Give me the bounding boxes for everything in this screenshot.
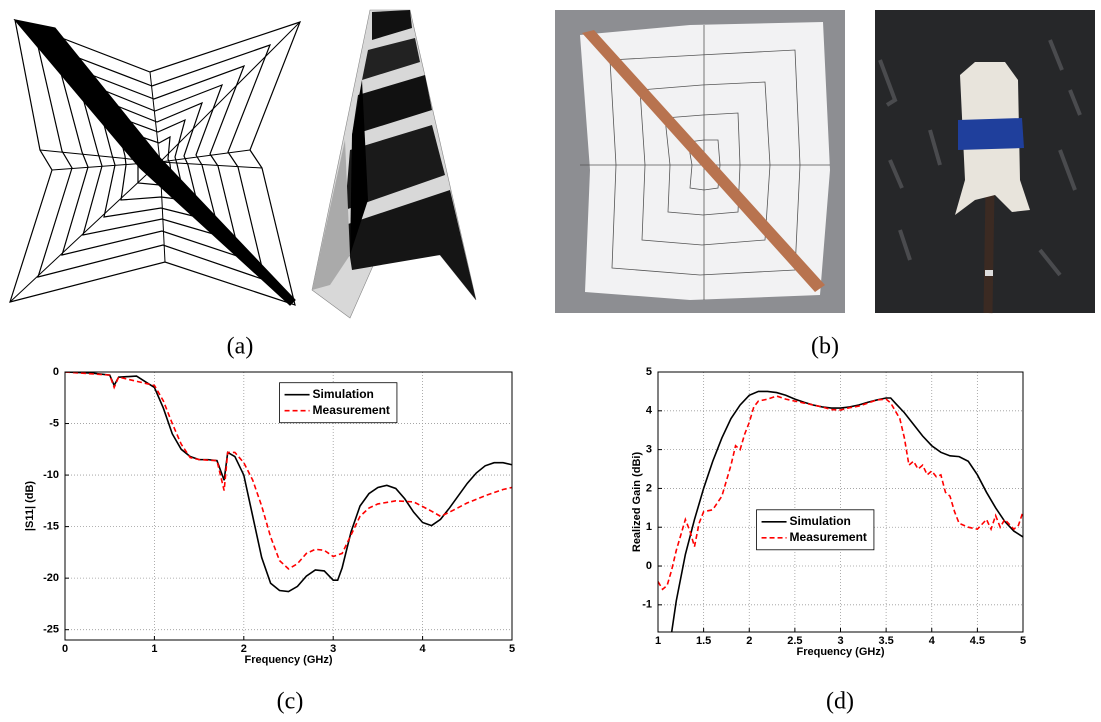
x-tick-label: 4	[929, 635, 936, 647]
legend-label: Simulation	[313, 387, 374, 401]
panel-label: (a)	[227, 334, 254, 360]
x-axis-label: Frequency (GHz)	[244, 654, 332, 666]
y-tick-label: 5	[646, 366, 652, 378]
y-tick-label: -20	[43, 572, 59, 584]
y-tick-label: 2	[646, 482, 652, 494]
y-tick-label: 0	[646, 560, 652, 572]
y-tick-label: -25	[43, 624, 59, 636]
x-tick-label: 2	[746, 635, 752, 647]
panel-label: (d)	[826, 689, 854, 715]
y-tick-label: 3	[646, 444, 652, 456]
y-tick-label: 4	[646, 405, 653, 417]
legend-label: Measurement	[790, 530, 867, 544]
panel-label: (b)	[811, 334, 839, 360]
x-tick-label: 1	[151, 643, 157, 655]
photo-flat-antenna	[555, 10, 845, 313]
x-tick-label: 5	[1020, 635, 1026, 647]
x-tick-label: 4.5	[970, 635, 985, 647]
photo-folded-antenna	[875, 10, 1095, 313]
legend-label: Measurement	[313, 403, 390, 417]
legend-label: Simulation	[790, 514, 851, 528]
figure: (a) (b) (c) (d) 0123450-5-10-15-20-25Fre…	[0, 0, 1101, 722]
y-tick-label: -10	[43, 469, 59, 481]
y-axis-label: Realized Gain (dBi)	[631, 452, 643, 553]
x-axis-label: Frequency (GHz)	[796, 646, 884, 658]
y-tick-label: -5	[49, 417, 59, 429]
panel-label: (c)	[277, 689, 304, 715]
x-tick-label: 0	[62, 643, 68, 655]
y-tick-label: -15	[43, 521, 59, 533]
y-tick-label: 0	[53, 366, 59, 378]
x-tick-label: 1	[655, 635, 661, 647]
x-tick-label: 5	[509, 643, 515, 655]
x-tick-label: 1.5	[696, 635, 711, 647]
y-axis-label: |S11| (dB)	[24, 481, 36, 532]
y-tick-label: 1	[646, 521, 652, 533]
y-tick-label: -1	[642, 599, 652, 611]
x-tick-label: 4	[420, 643, 427, 655]
